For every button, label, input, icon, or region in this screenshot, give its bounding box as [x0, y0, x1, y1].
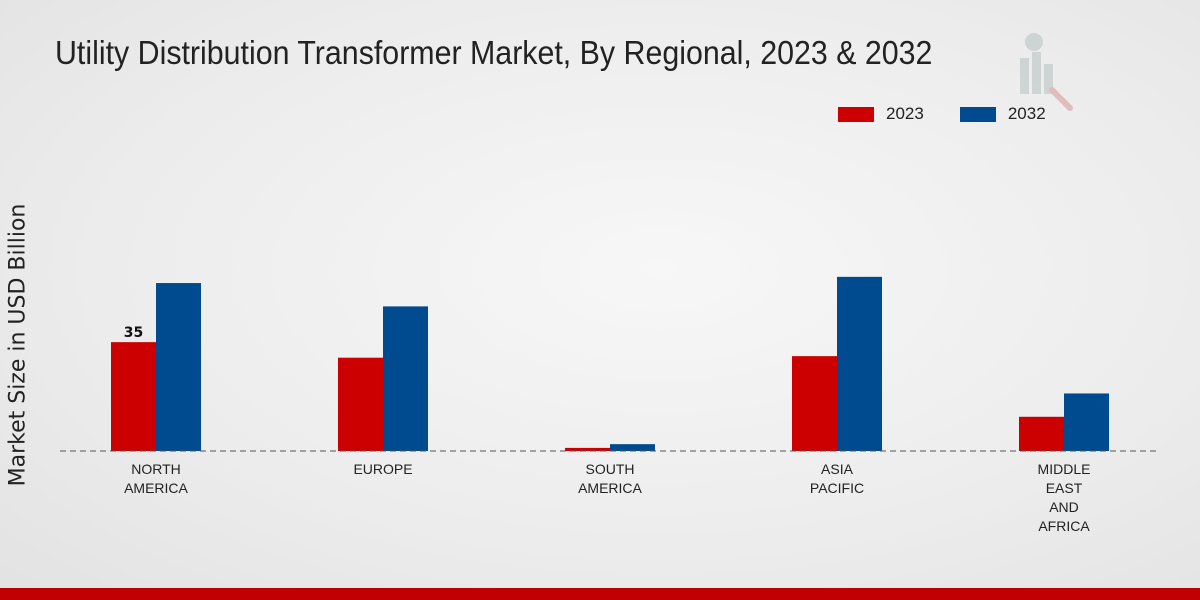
x-tick-label-4: AND — [1049, 499, 1079, 515]
legend-item-2023: 2023 — [838, 104, 924, 124]
x-tick-label-4: AFRICA — [1038, 518, 1090, 534]
x-tick-label-0: NORTH — [131, 461, 181, 477]
x-tick-label-4: MIDDLE — [1038, 461, 1091, 477]
bar-2032-0 — [156, 283, 201, 451]
bar-2023-0 — [111, 342, 156, 451]
footer-accent-bar — [0, 588, 1200, 600]
chart-title: Utility Distribution Transformer Market,… — [55, 34, 933, 71]
x-tick-label-2: SOUTH — [586, 461, 635, 477]
data-label-2023-0: 35 — [124, 325, 143, 341]
chart-legend: 2023 2032 — [838, 104, 1046, 124]
bar-2032-2 — [610, 444, 655, 451]
bar-2023-3 — [792, 356, 837, 451]
bar-2023-1 — [338, 357, 383, 451]
x-tick-label-4: EAST — [1046, 480, 1083, 496]
bar-2023-4 — [1019, 416, 1064, 451]
x-tick-label-3: PACIFIC — [810, 480, 864, 496]
bar-2032-1 — [383, 306, 428, 451]
legend-label-2023: 2023 — [886, 104, 924, 123]
x-tick-label-2: AMERICA — [578, 480, 642, 496]
legend-swatch-2032 — [959, 106, 996, 122]
x-tick-label-0: AMERICA — [124, 480, 188, 496]
bar-2023-2 — [565, 447, 610, 451]
watermark-logo-icon — [1020, 33, 1073, 111]
bar-2032-3 — [837, 276, 882, 451]
x-tick-label-3: ASIA — [821, 461, 854, 477]
legend-label-2032: 2032 — [1007, 104, 1046, 123]
legend-swatch-2023 — [838, 106, 874, 122]
bar-2032-4 — [1064, 393, 1109, 451]
legend-item-2032: 2032 — [959, 104, 1046, 124]
x-tick-label-1: EUROPE — [353, 461, 412, 477]
